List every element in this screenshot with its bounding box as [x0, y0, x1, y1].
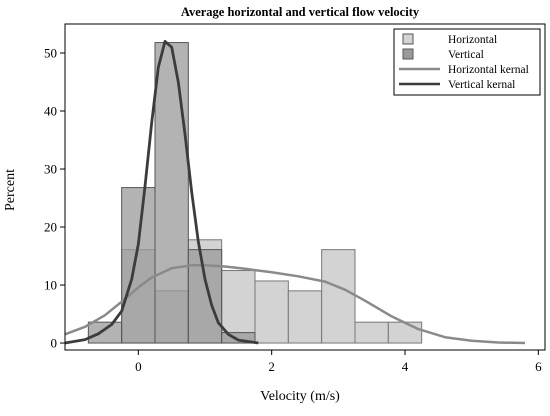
horizontal-bar: [387, 321, 423, 344]
y-tick-label: 10: [44, 278, 57, 293]
vertical-bar: [221, 332, 256, 344]
plot-area: 0 2 4 6 0 10 20 30 40 50: [44, 23, 546, 374]
bars-group: [65, 40, 526, 345]
legend-label: Horizontal: [448, 34, 497, 46]
legend-label: Horizontal kernal: [448, 64, 529, 76]
y-tick-label: 50: [44, 46, 57, 61]
legend-label: Vertical: [448, 49, 484, 61]
vertical-bar: [187, 249, 223, 344]
legend-label: Vertical kernal: [448, 79, 515, 91]
vertical-bar: [154, 42, 189, 344]
legend-swatch: [402, 33, 414, 45]
horizontal-bar: [287, 290, 323, 344]
legend: Horizontal Vertical Horizontal kernal Verti…: [393, 28, 541, 96]
horizontal-bar: [321, 249, 356, 344]
horizontal-kernel-line: [65, 264, 526, 345]
chart-title: Average horizontal and vertical flow vel…: [181, 5, 420, 19]
x-tick-label: 6: [535, 359, 542, 374]
y-tick-label: 40: [44, 104, 57, 119]
plot-frame: [64, 23, 546, 351]
horizontal-bar: [354, 321, 389, 344]
y-tick-label: 20: [44, 220, 57, 235]
horizontal-bar: [254, 280, 289, 344]
y-axis-label: Percent: [3, 169, 18, 211]
x-tick-label: 2: [268, 359, 275, 374]
x-tick-label: 0: [135, 359, 142, 374]
x-axis-label: Velocity (m/s): [260, 389, 340, 404]
vertical-kernel-line: [65, 40, 259, 345]
legend-swatch: [402, 48, 414, 60]
y-tick-label: 30: [44, 162, 57, 177]
y-tick-label: 0: [51, 336, 58, 351]
vertical-bar: [121, 187, 156, 344]
vertical-bar: [87, 321, 123, 344]
x-tick-label: 4: [402, 359, 409, 374]
